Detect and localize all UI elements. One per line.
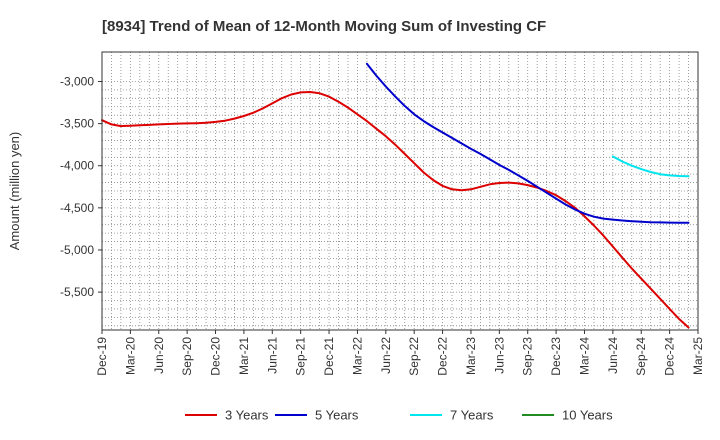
- legend-label: 7 Years: [450, 408, 494, 423]
- series-line: [611, 155, 690, 178]
- x-tick-label: Dec-23: [549, 337, 563, 376]
- y-tick-label: -5,500: [60, 285, 94, 299]
- y-axis-ticks: -3,000 -3,500 -4,000 -4,500 -5,000 -5,500: [60, 74, 102, 299]
- x-tick-label: Dec-21: [322, 337, 336, 376]
- x-tick-label: Mar-23: [464, 337, 478, 375]
- x-tick-label: Jun-21: [265, 337, 279, 374]
- x-tick-label: Sep-23: [521, 337, 535, 376]
- legend-label: 10 Years: [562, 408, 613, 423]
- y-tick-label: -5,000: [60, 243, 94, 257]
- series-lines: [101, 62, 690, 329]
- legend-label: 5 Years: [315, 408, 359, 423]
- series-line: [365, 62, 690, 224]
- x-tick-label: Dec-19: [95, 337, 109, 376]
- x-tick-label: Dec-24: [663, 337, 677, 376]
- x-tick-label: Jun-22: [379, 337, 393, 374]
- x-tick-label: Sep-24: [634, 337, 648, 376]
- y-tick-label: -3,500: [60, 117, 94, 131]
- x-tick-label: Mar-20: [123, 337, 137, 375]
- x-tick-label: Sep-20: [180, 337, 194, 376]
- grid-lines: [101, 52, 699, 330]
- x-tick-label: Dec-22: [436, 337, 450, 376]
- x-axis-ticks: Dec-19 Mar-20 Jun-20 Sep-20 Dec-20 Mar-21 Jun-…: [95, 330, 705, 376]
- x-tick-label: Jun-20: [152, 337, 166, 374]
- legend: 3 Years 5 Years 7 Years 10 Years: [185, 408, 613, 423]
- x-tick-label: Mar-25: [691, 337, 705, 375]
- plot-border: [101, 51, 699, 331]
- x-tick-label: Mar-21: [237, 337, 251, 375]
- y-tick-label: -3,000: [60, 74, 94, 88]
- y-tick-label: -4,000: [60, 159, 94, 173]
- legend-label: 3 Years: [225, 408, 269, 423]
- x-tick-label: Sep-21: [294, 337, 308, 376]
- x-tick-label: Dec-20: [209, 337, 223, 376]
- x-tick-label: Sep-22: [407, 337, 421, 376]
- series-line: [101, 91, 690, 329]
- chart-title: [8934] Trend of Mean of 12-Month Moving …: [102, 18, 546, 35]
- x-tick-label: Mar-22: [350, 337, 364, 375]
- x-tick-label: Jun-23: [492, 337, 506, 374]
- y-axis-label: Amount (million yen): [7, 132, 22, 251]
- x-tick-label: Mar-24: [577, 337, 591, 375]
- x-tick-label: Jun-24: [606, 337, 620, 374]
- y-tick-label: -4,500: [60, 201, 94, 215]
